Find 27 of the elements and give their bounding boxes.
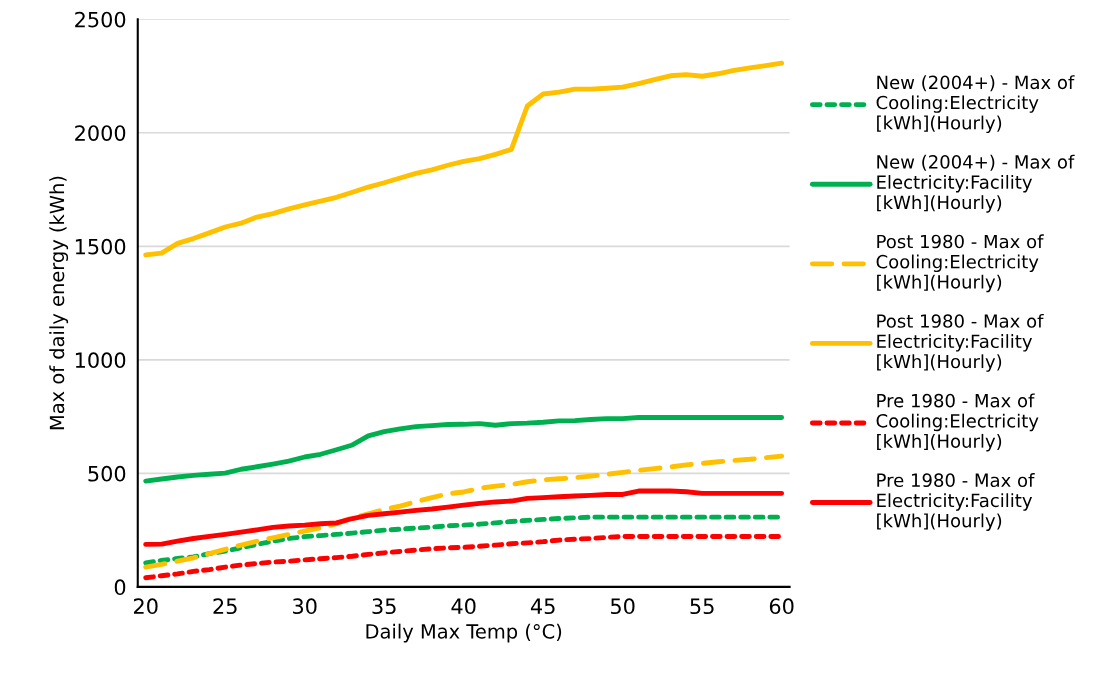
line-series [143,60,785,258]
legend-label: Post 1980 - Max of Cooling:Electricity [kWh](Hourly) [876,234,1044,293]
x-tick-label: 30 [293,598,317,615]
x-tick-label: 20 [133,598,158,615]
x-tick-label: 60 [769,598,794,615]
legend-label: New (2004+) - Max of Cooling:Electricity [kWh](Hourly) [876,75,1075,134]
line-series [143,453,785,570]
x-tick-label: 25 [213,598,237,615]
line-series [143,415,785,484]
y-tick-label: 2500 [75,11,126,28]
x-tick-label: 50 [611,598,635,615]
y-tick-label: 500 [88,465,126,482]
x-tick-label: 55 [690,598,714,615]
y-axis-title: Max of daily energy (kWh) [49,176,69,430]
legend-label: New (2004+) - Max of Electricity:Facility [kWh](Hourly) [877,154,1075,213]
x-tick-label: 45 [530,598,555,615]
legend-label: Pre 1980 - Max of Cooling:Electricity [kWh](Hourly) [876,393,1039,452]
line-series [143,488,785,547]
y-tick-label: 2000 [75,125,126,141]
x-axis-title: Daily Max Temp (°C) [366,623,562,643]
legend-label: Post 1980 - Max of Electricity:Facility [kWh](Hourly) [877,313,1044,372]
x-tick-label: 40 [451,598,476,615]
y-tick-label: 0 [114,579,126,596]
legend-label: Pre 1980 - Max of Electricity:Facility [kWh](Hourly) [877,473,1035,531]
x-tick-label: 35 [372,598,396,615]
y-tick-label: 1000 [75,352,126,369]
y-tick-label: 1500 [75,238,126,255]
